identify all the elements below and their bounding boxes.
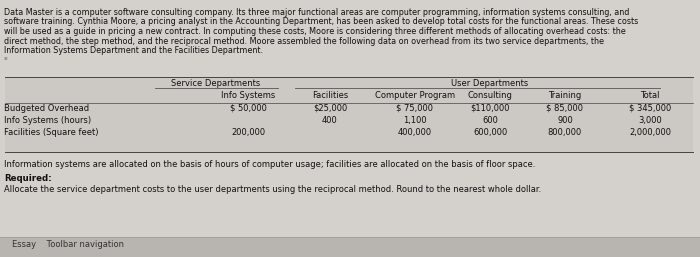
Text: Information systems are allocated on the basis of hours of computer usage; facil: Information systems are allocated on the… (4, 160, 536, 169)
Text: $ 50,000: $ 50,000 (230, 104, 267, 113)
Text: $ 85,000: $ 85,000 (547, 104, 584, 113)
Text: Info Systems (hours): Info Systems (hours) (4, 116, 91, 125)
Text: Facilities (Square feet): Facilities (Square feet) (4, 128, 99, 137)
Text: User Departments: User Departments (452, 79, 528, 88)
Text: Required:: Required: (4, 174, 52, 183)
Text: 3,000: 3,000 (638, 116, 662, 125)
Text: 400: 400 (322, 116, 338, 125)
Text: 1,100: 1,100 (403, 116, 427, 125)
Text: Service Departments: Service Departments (172, 79, 260, 88)
Text: 2,000,000: 2,000,000 (629, 128, 671, 137)
Text: 800,000: 800,000 (548, 128, 582, 137)
Text: 600: 600 (482, 116, 498, 125)
Text: Allocate the service department costs to the user departments using the reciproc: Allocate the service department costs to… (4, 185, 541, 194)
Text: Information Systems Department and the Facilities Department.: Information Systems Department and the F… (4, 46, 263, 55)
Text: 600,000: 600,000 (473, 128, 507, 137)
Text: Facilities: Facilities (312, 91, 348, 100)
Text: Budgeted Overhead: Budgeted Overhead (4, 104, 89, 113)
Text: Info Systems: Info Systems (221, 91, 275, 100)
Text: 900: 900 (557, 116, 573, 125)
Text: Training: Training (548, 91, 582, 100)
Text: $ 345,000: $ 345,000 (629, 104, 671, 113)
Text: $25,000: $25,000 (313, 104, 347, 113)
Text: Computer Program: Computer Program (375, 91, 455, 100)
Bar (0, 237, 700, 257)
Text: 400,000: 400,000 (398, 128, 432, 137)
Text: direct method, the step method, and the reciprocal method. Moore assembled the f: direct method, the step method, and the … (4, 36, 604, 45)
Text: ▪: ▪ (4, 56, 8, 60)
Text: will be used as a guide in pricing a new contract. In computing these costs, Moo: will be used as a guide in pricing a new… (4, 27, 626, 36)
Text: Essay    Toolbar navigation: Essay Toolbar navigation (12, 240, 124, 249)
Text: $ 75,000: $ 75,000 (396, 104, 433, 113)
Text: 200,000: 200,000 (231, 128, 265, 137)
Text: $110,000: $110,000 (470, 104, 510, 113)
Bar (5, 77, 693, 152)
Text: Consulting: Consulting (468, 91, 512, 100)
Text: Total: Total (640, 91, 659, 100)
Text: Data Master is a computer software consulting company. Its three major functiona: Data Master is a computer software consu… (4, 8, 629, 17)
Text: software training. Cynthia Moore, a pricing analyst in the Accounting Department: software training. Cynthia Moore, a pric… (4, 17, 638, 26)
